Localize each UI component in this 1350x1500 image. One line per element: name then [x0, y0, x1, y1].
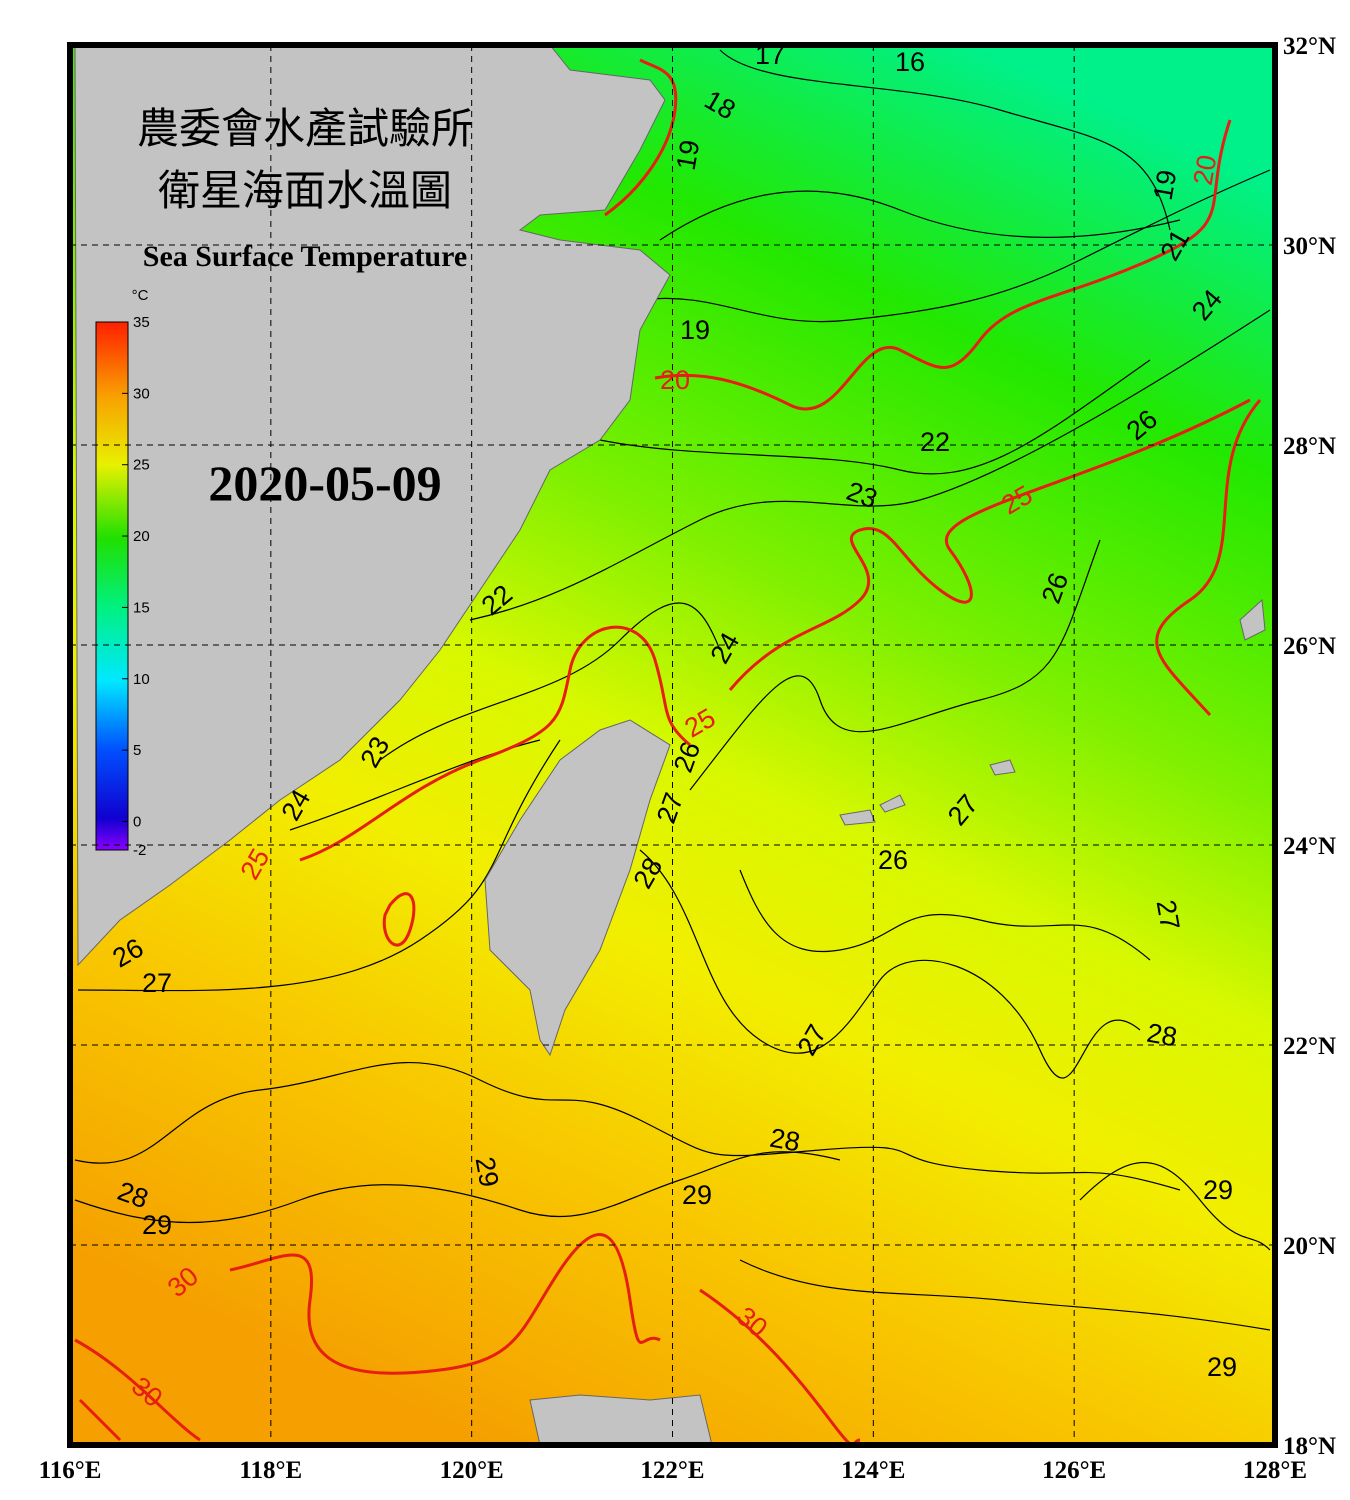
lat-label: 18°N — [1283, 1433, 1336, 1460]
date: 2020-05-09 — [208, 455, 441, 511]
colorbar-label: 30 — [133, 385, 150, 402]
lat-label: 24°N — [1283, 833, 1336, 860]
lon-label: 120°E — [440, 1457, 504, 1484]
lat-label: 22°N — [1283, 1033, 1336, 1060]
lon-label: 122°E — [640, 1457, 704, 1484]
contour-label: 20 — [1188, 153, 1223, 188]
contour-label: 22 — [920, 427, 950, 457]
lat-label: 30°N — [1283, 233, 1336, 260]
colorbar-label: 15 — [133, 599, 150, 616]
contour-label: 29 — [1203, 1175, 1233, 1205]
contour-label: 29 — [682, 1180, 712, 1210]
lat-label: 28°N — [1283, 433, 1336, 460]
contour-label: 29 — [1207, 1352, 1237, 1382]
contour-label: 29 — [142, 1210, 172, 1240]
lat-label: 26°N — [1283, 633, 1336, 660]
contour-label: 19 — [1148, 168, 1183, 203]
contour-label: 26 — [878, 845, 908, 875]
colorbar-unit: °C — [132, 287, 149, 304]
contour-label: 17 — [755, 40, 785, 70]
contour-label: 27 — [142, 968, 172, 998]
contour-label: 19 — [680, 315, 710, 345]
contour-label: 28 — [1145, 1018, 1180, 1053]
lon-label: 118°E — [239, 1457, 302, 1484]
colorbar-label: 20 — [133, 528, 150, 545]
contour-label: 29 — [470, 1155, 505, 1190]
colorbar-label: 5 — [133, 742, 141, 759]
contour-label: 16 — [895, 47, 925, 77]
lon-label: 128°E — [1243, 1457, 1307, 1484]
lon-label: 116°E — [39, 1457, 102, 1484]
colorbar-label: 0 — [133, 813, 141, 830]
title-line: 衛星海面水溫圖 — [158, 169, 452, 215]
colorbar-label: 35 — [133, 314, 150, 331]
isotherms-red — [74, 58, 1262, 1447]
lat-label: 20°N — [1283, 1233, 1336, 1260]
lat-label: 32°N — [1283, 33, 1336, 60]
land — [74, 44, 1266, 1446]
contour-label: 19 — [671, 138, 706, 173]
lon-label: 124°E — [841, 1457, 905, 1484]
contour-label: 28 — [768, 1123, 803, 1158]
contour-label: 20 — [660, 365, 690, 395]
colorbar-label: -2 — [133, 842, 146, 859]
contour-label: 27 — [1151, 898, 1186, 933]
isotherms — [74, 49, 1271, 1331]
title-line: 農委會水產試驗所 — [137, 106, 473, 153]
colorbar-label: 25 — [133, 457, 150, 474]
colorbar-label: 10 — [133, 671, 150, 688]
colorbar — [95, 321, 129, 851]
lon-label: 126°E — [1042, 1457, 1106, 1484]
